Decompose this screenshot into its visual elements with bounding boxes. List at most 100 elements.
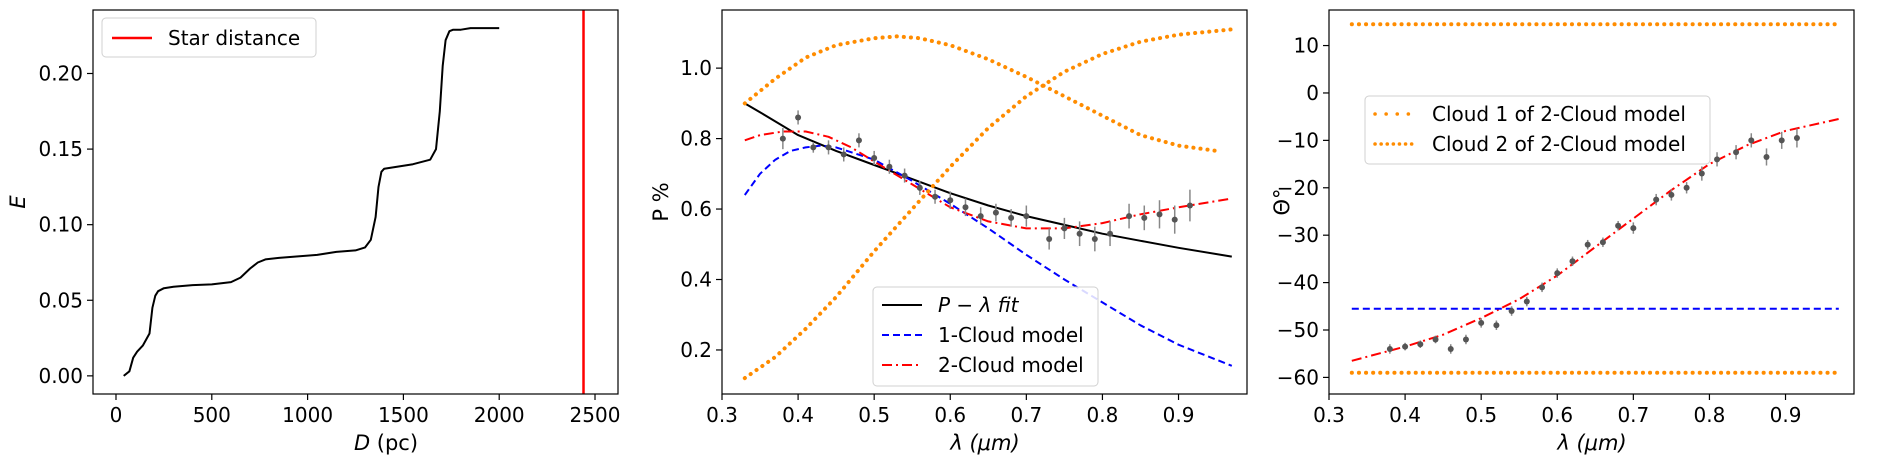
x-axis-label: λ (μm) (1556, 431, 1626, 455)
legend-label-cloud-2: Cloud 2 of 2-Cloud model (1432, 132, 1686, 156)
y-tick-label: 1.0 (680, 56, 712, 80)
data-point (1714, 156, 1721, 163)
data-point (840, 151, 847, 158)
legend-label-1-cloud: 1-Cloud model (938, 323, 1084, 347)
data-point (1668, 191, 1675, 198)
data-point (1698, 170, 1705, 177)
x-tick-label: 0.9 (1163, 403, 1195, 427)
x-tick-label: 0.4 (782, 403, 814, 427)
x-tick-label: 0.3 (706, 403, 738, 427)
data-point (1023, 213, 1030, 220)
legend: Cloud 1 of 2-Cloud model Cloud 2 of 2-Cl… (1364, 95, 1711, 165)
legend-label-star-distance: Star distance (168, 26, 300, 50)
data-point (947, 197, 954, 204)
data-point (1046, 235, 1053, 242)
series-extinction (123, 27, 500, 377)
data-point (1733, 149, 1740, 156)
data-point (1683, 184, 1690, 191)
data-point (1554, 270, 1561, 277)
y-tick-label: 0.05 (38, 288, 83, 312)
x-tick-label: 0.3 (1313, 403, 1345, 427)
legend: Star distance (101, 17, 317, 58)
data-point (1171, 216, 1178, 223)
data-point (1493, 322, 1500, 329)
y-tick-label: −60 (1277, 365, 1319, 389)
x-tick-label: 0.4 (1389, 403, 1421, 427)
data-point (1091, 235, 1098, 242)
data-point (1126, 213, 1133, 220)
y-tick-label: 0 (1306, 81, 1319, 105)
plot-frame (1328, 9, 1855, 395)
x-axis-label: λ (μm) (949, 431, 1019, 455)
data-point (1778, 137, 1785, 144)
series-2-cloud-model (1351, 118, 1840, 362)
x-axis-label: D (pc) (354, 431, 418, 455)
data-point (810, 144, 817, 151)
data-point (1569, 258, 1576, 265)
data-point (1432, 336, 1439, 343)
data-point (1599, 239, 1606, 246)
x-tick-label: 0.6 (1541, 403, 1573, 427)
y-tick-label: 0.2 (680, 338, 712, 362)
data-point (977, 213, 984, 220)
series-cloud-b-2-cloud (742, 27, 1234, 381)
x-tick-label: 0.8 (1694, 403, 1726, 427)
y-tick-label: −10 (1277, 128, 1319, 152)
x-tick-label: 1500 (378, 403, 429, 427)
y-tick-label: 0.6 (680, 197, 712, 221)
data-point (916, 184, 923, 191)
panel-extinction-distance: 0 500 1000 1500 2000 2500 0.00 0.05 0.10 0.15 0.20… (6, 9, 621, 455)
data-point (795, 114, 802, 121)
series-cloud-a-2-cloud (742, 34, 1219, 153)
legend-box (101, 17, 317, 58)
x-tick-label: 0 (110, 403, 123, 427)
data-point (1417, 341, 1424, 348)
y-tick-label: 10 (1294, 34, 1319, 58)
y-tick-label: 0.4 (680, 268, 712, 292)
y-axis-label: E (6, 195, 30, 209)
data-point (855, 137, 862, 144)
x-tick-label: 0.8 (1087, 403, 1119, 427)
data-point (1061, 225, 1068, 232)
x-tick-label: 0.6 (934, 403, 966, 427)
y-tick-label: −50 (1277, 318, 1319, 342)
x-tick-label: 2000 (474, 403, 525, 427)
data-point (1156, 211, 1163, 218)
data-point (1478, 319, 1485, 326)
data-point (1462, 336, 1469, 343)
x-tick-label: 500 (193, 403, 231, 427)
x-tick-label: 2500 (570, 403, 621, 427)
y-tick-label: 0.15 (38, 137, 83, 161)
x-tick-label: 0.7 (1010, 403, 1042, 427)
data-point (871, 154, 878, 161)
series-1-cloud-model (743, 144, 1233, 367)
plot-frame (92, 9, 619, 395)
x-tick-label: 0.7 (1617, 403, 1649, 427)
legend-label-2-cloud: 2-Cloud model (938, 353, 1084, 377)
data-point (825, 144, 832, 151)
y-tick-label: 0.8 (680, 127, 712, 151)
legend-label-fit: P − λ fit (938, 293, 1020, 317)
data-point (962, 204, 969, 211)
panel-polarization: 0.3 0.4 0.5 0.6 0.7 0.8 0.9 0.2 0.4 0.6 0.8 1.0 λ (… (649, 9, 1248, 455)
data-point (1141, 214, 1148, 221)
data-point (1748, 137, 1755, 144)
data-point (1615, 222, 1622, 229)
data-point (1186, 202, 1193, 209)
data-point (1653, 196, 1660, 203)
data-point (1107, 230, 1114, 237)
data-point (901, 172, 908, 179)
y-axis-label: Θ° (1270, 188, 1294, 215)
data-point (1076, 230, 1083, 237)
plot-frame (721, 9, 1248, 395)
x-tick-label: 0.9 (1770, 403, 1802, 427)
y-tick-label: 0.20 (38, 61, 83, 85)
legend-label-cloud-1: Cloud 1 of 2-Cloud model (1432, 102, 1686, 126)
data-point (1508, 308, 1515, 315)
legend-box (1364, 95, 1711, 165)
y-tick-label: 0.00 (38, 364, 83, 388)
x-tick-label: 1000 (282, 403, 333, 427)
legend: P − λ fit 1-Cloud model 2-Cloud model (872, 286, 1099, 387)
data-point (1008, 214, 1015, 221)
x-tick-label: 0.5 (1465, 403, 1497, 427)
